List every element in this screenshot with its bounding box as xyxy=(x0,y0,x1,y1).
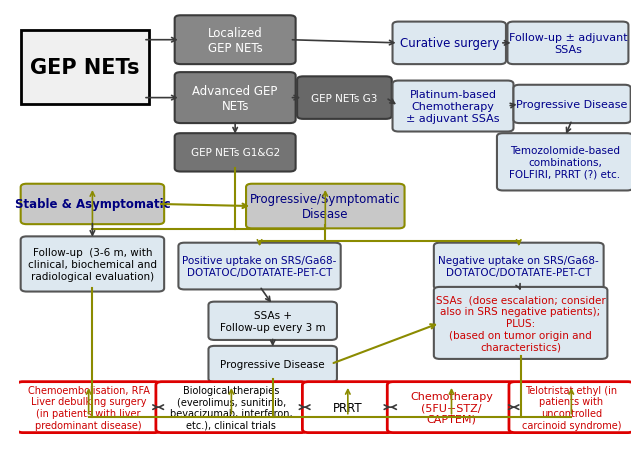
FancyBboxPatch shape xyxy=(20,184,164,225)
FancyBboxPatch shape xyxy=(387,382,516,433)
FancyBboxPatch shape xyxy=(297,77,392,120)
FancyBboxPatch shape xyxy=(20,31,149,105)
Text: Biological therapies
(everolimus, sunitinib,
bevacizumab, interferon,
etc.), cli: Biological therapies (everolimus, suniti… xyxy=(170,385,292,430)
Text: Follow-up ± adjuvant
SSAs: Follow-up ± adjuvant SSAs xyxy=(509,33,627,55)
Text: Stable & Asymptomatic: Stable & Asymptomatic xyxy=(15,198,170,211)
Text: Advanced GEP
NETs: Advanced GEP NETs xyxy=(193,84,278,112)
FancyBboxPatch shape xyxy=(175,134,296,172)
Text: Localized
GEP NETs: Localized GEP NETs xyxy=(208,27,262,55)
FancyBboxPatch shape xyxy=(209,346,337,382)
Text: Progressive/Symptomatic
Disease: Progressive/Symptomatic Disease xyxy=(250,193,401,221)
FancyBboxPatch shape xyxy=(302,382,394,433)
FancyBboxPatch shape xyxy=(179,243,340,290)
Text: GEP NETs: GEP NETs xyxy=(30,58,140,78)
Text: PRRT: PRRT xyxy=(333,401,363,414)
Text: Follow-up  (3-6 m, with
clinical, biochemical and
radiological evaluation): Follow-up (3-6 m, with clinical, biochem… xyxy=(28,248,157,281)
FancyBboxPatch shape xyxy=(392,23,506,65)
FancyBboxPatch shape xyxy=(434,287,607,359)
FancyBboxPatch shape xyxy=(209,302,337,340)
FancyBboxPatch shape xyxy=(175,73,296,124)
Text: Telotristat ethyl (in
patients with
uncontrolled
carcinoid syndrome): Telotristat ethyl (in patients with unco… xyxy=(522,385,621,430)
Text: SSAs +
Follow-up every 3 m: SSAs + Follow-up every 3 m xyxy=(220,310,326,332)
FancyBboxPatch shape xyxy=(509,382,634,433)
FancyBboxPatch shape xyxy=(246,184,404,229)
Text: Progressive Disease: Progressive Disease xyxy=(220,359,325,369)
Text: Progressive Disease: Progressive Disease xyxy=(516,100,628,110)
Text: Negative uptake on SRS/Ga68-
DOTATOC/DOTATATE-PET-CT: Negative uptake on SRS/Ga68- DOTATOC/DOT… xyxy=(438,256,599,277)
FancyBboxPatch shape xyxy=(156,382,307,433)
FancyBboxPatch shape xyxy=(497,134,633,191)
Text: Temozolomide-based
combinations,
FOLFIRI, PRRT (?) etc.: Temozolomide-based combinations, FOLFIRI… xyxy=(509,146,621,179)
FancyBboxPatch shape xyxy=(20,237,164,292)
FancyBboxPatch shape xyxy=(392,81,513,132)
Text: Chemotherapy
(5FU+STZ/
CAPTEM): Chemotherapy (5FU+STZ/ CAPTEM) xyxy=(410,391,493,424)
Text: SSAs  (dose escalation; consider
also in SRS negative patients);
PLUS:
(based on: SSAs (dose escalation; consider also in … xyxy=(436,295,605,351)
Text: Platinum-based
Chemotherapy
± adjuvant SSAs: Platinum-based Chemotherapy ± adjuvant S… xyxy=(406,90,500,124)
Text: GEP NETs G3: GEP NETs G3 xyxy=(311,93,378,103)
Text: Chemoembolisation, RFA
Liver debulking surgery
(in patients with liver
predomina: Chemoembolisation, RFA Liver debulking s… xyxy=(28,385,150,430)
FancyBboxPatch shape xyxy=(175,16,296,65)
Text: GEP NETs G1&G2: GEP NETs G1&G2 xyxy=(191,148,280,158)
FancyBboxPatch shape xyxy=(508,23,628,65)
FancyBboxPatch shape xyxy=(513,86,630,124)
FancyBboxPatch shape xyxy=(17,382,161,433)
Text: Positive uptake on SRS/Ga68-
DOTATOC/DOTATATE-PET-CT: Positive uptake on SRS/Ga68- DOTATOC/DOT… xyxy=(182,256,337,277)
FancyBboxPatch shape xyxy=(434,243,604,290)
Text: Curative surgery: Curative surgery xyxy=(399,37,499,50)
